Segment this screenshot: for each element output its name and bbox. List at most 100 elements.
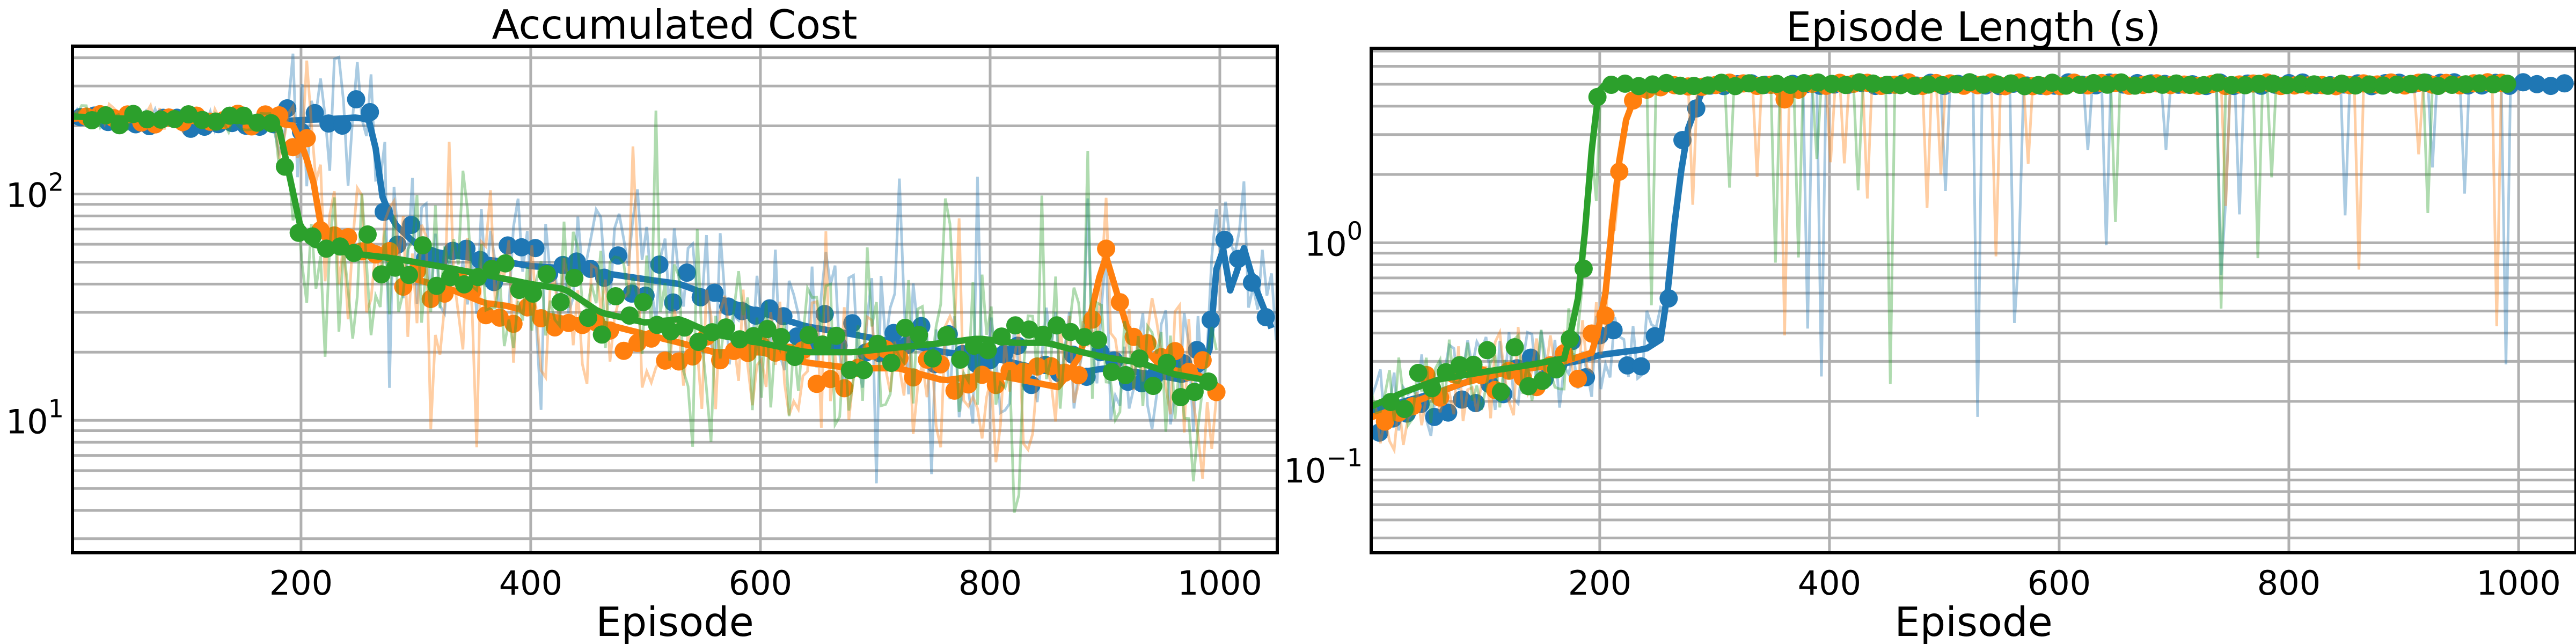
data-point (2346, 76, 2365, 95)
data-point (1478, 341, 1497, 360)
data-point (868, 334, 887, 353)
data-point (614, 341, 633, 360)
marker-group-run-3 (1381, 73, 2516, 419)
data-point (813, 335, 832, 354)
axes-frame (71, 45, 1279, 554)
data-point (331, 237, 349, 256)
data-point (1687, 99, 1706, 118)
data-point (1753, 76, 1772, 94)
data-point (719, 297, 737, 316)
data-point (1624, 91, 1642, 110)
data-point (1767, 75, 1786, 93)
x-tick-label: 800 (958, 564, 1022, 603)
data-point (1450, 356, 1469, 375)
data-point (524, 284, 543, 303)
data-point (2112, 73, 2131, 92)
data-point (1671, 76, 1689, 95)
data-point (620, 306, 639, 325)
data-point (592, 325, 611, 344)
data-point (469, 268, 487, 287)
data-point (2415, 73, 2434, 92)
data-point (1561, 330, 1579, 348)
data-point (1423, 379, 1441, 398)
data-point (413, 236, 432, 255)
data-point (705, 283, 724, 302)
data-point (656, 351, 675, 370)
data-point (2070, 76, 2089, 94)
data-point (2250, 75, 2268, 93)
chart-panel-length: Episode Length (s)200 400 600 800 100010−110… (1284, 3, 2576, 644)
data-point (1185, 383, 1204, 401)
data-point (1905, 77, 1924, 96)
data-point (1618, 356, 1637, 375)
data-point (97, 106, 115, 125)
data-point (427, 276, 446, 295)
data-point (1582, 324, 1601, 343)
data-point (662, 322, 680, 341)
data-point (375, 202, 393, 221)
data-point (1242, 273, 1261, 292)
grid-lines (72, 46, 1277, 553)
data-point (994, 345, 1013, 363)
data-point (835, 379, 854, 398)
data-point (1437, 363, 1455, 382)
marker-group-run-1 (1371, 73, 2574, 442)
data-point (532, 309, 551, 327)
data-point (910, 326, 928, 345)
data-point (1116, 365, 1135, 384)
data-point (691, 288, 710, 306)
data-point (1604, 321, 1623, 340)
data-point (628, 334, 647, 352)
data-point (567, 252, 586, 271)
data-point (1375, 412, 1394, 431)
data-point (2498, 75, 2516, 93)
data-point (1199, 372, 1218, 391)
data-point (951, 350, 970, 369)
x-tick-label: 600 (729, 564, 792, 603)
data-point (2139, 75, 2158, 93)
data-point (1616, 74, 1634, 93)
data-point (1102, 363, 1121, 382)
data-point (297, 129, 316, 148)
data-point (1201, 311, 1220, 330)
data-point (1014, 362, 1033, 381)
data-point (179, 105, 198, 123)
data-point (606, 287, 625, 305)
data-point (904, 368, 923, 387)
data-point (1596, 306, 1615, 325)
data-point (234, 106, 253, 125)
data-point (499, 236, 517, 255)
data-point (730, 330, 749, 349)
data-point (664, 293, 683, 312)
data-point (815, 305, 834, 324)
data-point (151, 110, 170, 129)
data-point (1464, 355, 1483, 374)
data-point (1823, 75, 1841, 93)
data-point (1138, 334, 1157, 353)
y-tick-exponent: 2 (48, 167, 64, 196)
data-point (1395, 400, 1414, 419)
data-point (703, 323, 722, 342)
data-point (1699, 76, 1717, 95)
data-point (457, 239, 476, 258)
data-point (1629, 77, 1648, 96)
data-point (2429, 77, 2448, 95)
data-point (1000, 361, 1019, 380)
data-point (537, 265, 556, 283)
data-point (2401, 75, 2420, 93)
data-point (1519, 377, 1538, 396)
data-point (2222, 76, 2241, 94)
data-point (760, 299, 779, 318)
data-point (965, 336, 983, 355)
data-point (510, 281, 529, 299)
plot-area (72, 53, 1277, 513)
data-point (1645, 327, 1664, 346)
data-point (1491, 383, 1510, 401)
data-point (2002, 74, 2021, 93)
data-point (1229, 250, 1248, 268)
data-point (1158, 354, 1176, 372)
data-point (2555, 74, 2574, 93)
data-point (1193, 351, 1212, 370)
data-point (2180, 76, 2199, 94)
